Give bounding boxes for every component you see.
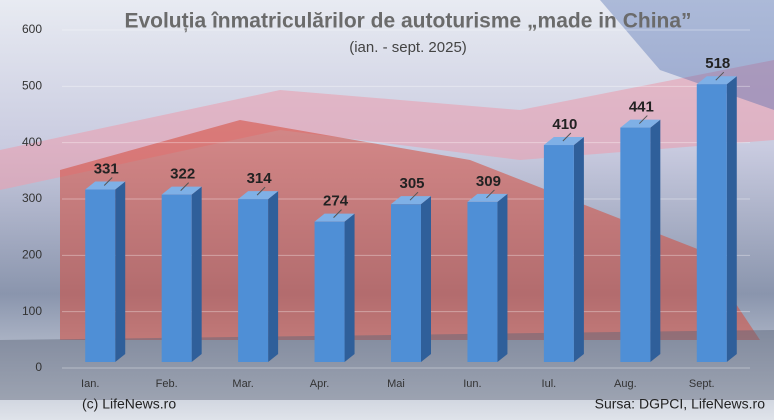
x-tick-label: Mar. [232,378,253,390]
x-tick-label: Apr. [310,378,330,390]
bar [391,204,421,362]
bar-top [85,181,126,190]
bar [696,84,727,363]
bar [85,189,116,362]
x-tick-label: Iul. [542,378,557,390]
x-tick-label: Iun. [463,378,481,390]
bar-side [497,193,508,362]
bar [620,127,651,362]
footer-credit: (c) LifeNews.ro [82,396,176,412]
label-leader [333,209,342,219]
bar [161,194,192,362]
bar-top [543,137,584,146]
label-leader [256,186,266,196]
value-label: 274 [323,193,349,210]
footer-source: Sursa: DGPCI, LifeNews.ro [595,396,766,412]
bar-top [238,191,279,200]
value-label: 314 [247,170,273,187]
x-tick-label: Sept. [689,378,715,390]
label-leader [180,182,190,191]
bar-side [344,213,355,362]
label-leader [715,71,725,81]
bar [467,201,498,362]
value-label: 322 [170,166,195,183]
y-tick-label: 600 [22,22,42,36]
bar-top [620,119,661,128]
bar [543,145,574,362]
value-label: 441 [629,99,654,116]
y-tick-label: 0 [35,360,42,374]
flag-band [0,60,774,190]
bar-top [391,196,431,205]
bar-side [650,119,661,362]
bar-side [191,186,202,362]
bar-side [573,137,584,362]
label-leader [486,189,495,199]
bar [238,199,269,362]
chart-subtitle: (ian. - sept. 2025) [349,39,467,56]
x-tick-label: Aug. [614,378,637,390]
bar-side [115,181,126,362]
y-tick-label: 300 [22,191,42,205]
value-label: 331 [94,161,119,178]
label-leader [638,115,648,124]
label-leader [409,191,419,201]
bar-side [268,191,279,362]
bar [314,221,345,362]
y-tick-label: 500 [22,79,42,93]
chart-title: Evoluția înmatriculărilor de autoturisme… [124,10,691,33]
bar-top [696,76,737,85]
y-tick-label: 200 [22,248,42,262]
x-tick-label: Feb. [156,378,178,390]
bar-side [421,196,431,362]
label-leader [562,132,572,142]
value-label: 305 [399,175,424,192]
bar-top [161,186,202,195]
bar-top [467,193,508,202]
value-label: 309 [476,173,501,190]
value-label: 518 [705,55,730,72]
value-label: 410 [552,116,577,133]
label-leader [103,177,113,186]
bar-top [314,213,355,222]
x-tick-label: Mai [387,378,405,390]
y-tick-label: 100 [22,304,42,318]
y-tick-label: 400 [22,135,42,149]
bar-side [726,76,737,363]
x-tick-label: Ian. [81,378,99,390]
